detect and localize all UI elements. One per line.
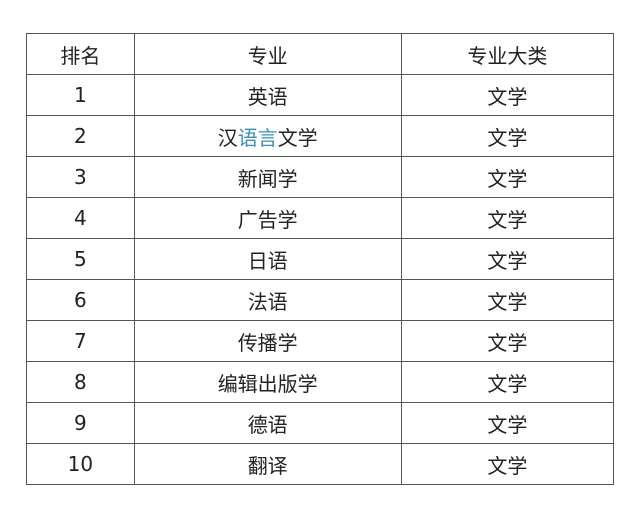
major-cell: 传播学 bbox=[133, 320, 402, 362]
major-text: 德语 bbox=[247, 412, 288, 437]
major-cell: 德语 bbox=[133, 402, 402, 444]
table-row: 1 英语 文学 bbox=[26, 74, 615, 116]
table-row: 4 广告学 文学 bbox=[26, 197, 615, 239]
table-row: 2 汉语言文学 文学 bbox=[26, 115, 615, 157]
major-text: 汉 bbox=[217, 125, 238, 150]
category-cell: 文学 bbox=[400, 279, 615, 321]
rank-cell: 5 bbox=[26, 238, 135, 280]
major-cell: 新闻学 bbox=[133, 156, 402, 198]
major-text: 传播学 bbox=[237, 330, 298, 355]
table-row: 6 法语 文学 bbox=[26, 279, 615, 321]
rank-cell: 4 bbox=[26, 197, 135, 239]
rank-cell: 3 bbox=[26, 156, 135, 198]
major-cell: 广告学 bbox=[133, 197, 402, 239]
category-cell: 文学 bbox=[400, 443, 615, 485]
category-cell: 文学 bbox=[400, 361, 615, 403]
major-cell: 英语 bbox=[133, 74, 402, 116]
major-text: 法语 bbox=[247, 289, 288, 314]
major-cell: 法语 bbox=[133, 279, 402, 321]
major-cell: 编辑出版学 bbox=[133, 361, 402, 403]
category-cell: 文学 bbox=[400, 320, 615, 362]
major-text: 日语 bbox=[247, 248, 288, 273]
major-text: 英语 bbox=[247, 84, 288, 109]
header-rank: 排名 bbox=[26, 33, 135, 75]
rank-cell: 2 bbox=[26, 115, 135, 157]
table-row: 3 新闻学 文学 bbox=[26, 156, 615, 198]
major-highlight-text: 语言 bbox=[237, 125, 278, 150]
major-text: 广告学 bbox=[237, 207, 298, 232]
major-text: 编辑出版学 bbox=[217, 371, 318, 396]
category-cell: 文学 bbox=[400, 74, 615, 116]
rank-cell: 7 bbox=[26, 320, 135, 362]
category-cell: 文学 bbox=[400, 115, 615, 157]
header-major: 专业 bbox=[133, 33, 402, 75]
rank-cell: 8 bbox=[26, 361, 135, 403]
major-cell: 翻译 bbox=[133, 443, 402, 485]
table-row: 8 编辑出版学 文学 bbox=[26, 361, 615, 403]
rank-cell: 6 bbox=[26, 279, 135, 321]
major-text: 翻译 bbox=[247, 453, 288, 478]
category-cell: 文学 bbox=[400, 238, 615, 280]
major-text-suffix: 文学 bbox=[277, 125, 318, 150]
ranking-table: 排名 专业 专业大类 1 英语 文学 2 汉语言文学 文学 3 新闻学 文学 4 广告… bbox=[26, 33, 615, 485]
table-row: 9 德语 文学 bbox=[26, 402, 615, 444]
major-text: 新闻学 bbox=[237, 166, 298, 191]
table-row: 10 翻译 文学 bbox=[26, 443, 615, 485]
header-row: 排名 专业 专业大类 bbox=[26, 33, 615, 75]
category-cell: 文学 bbox=[400, 156, 615, 198]
table-row: 5 日语 文学 bbox=[26, 238, 615, 280]
rank-cell: 10 bbox=[26, 443, 135, 485]
major-cell: 日语 bbox=[133, 238, 402, 280]
rank-cell: 9 bbox=[26, 402, 135, 444]
header-category: 专业大类 bbox=[400, 33, 615, 75]
major-cell: 汉语言文学 bbox=[133, 115, 402, 157]
category-cell: 文学 bbox=[400, 402, 615, 444]
category-cell: 文学 bbox=[400, 197, 615, 239]
table-row: 7 传播学 文学 bbox=[26, 320, 615, 362]
rank-cell: 1 bbox=[26, 74, 135, 116]
